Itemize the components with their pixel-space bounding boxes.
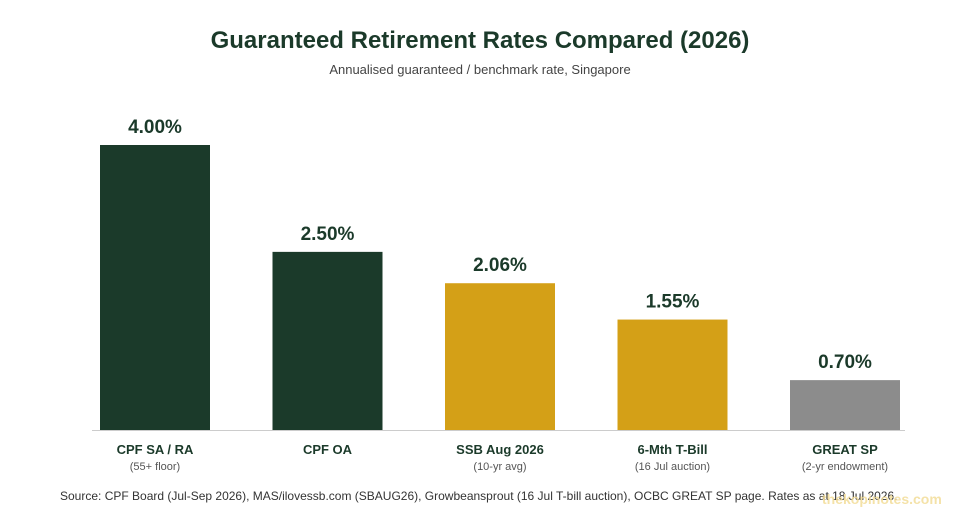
data-label: 0.70% [818, 352, 872, 373]
category-sublabel: (2-yr endowment) [802, 461, 888, 473]
category-label: CPF OA [303, 442, 353, 457]
category-sublabel: (55+ floor) [130, 461, 180, 473]
data-label: 2.50% [301, 224, 355, 245]
category-label: CPF SA / RA [117, 442, 194, 457]
bar [100, 145, 210, 430]
data-label: 1.55% [646, 292, 700, 313]
bar [790, 380, 900, 430]
source-note: Source: CPF Board (Jul-Sep 2026), MAS/il… [60, 489, 898, 503]
chart-subtitle: Annualised guaranteed / benchmark rate, … [329, 62, 631, 77]
chart-title: Guaranteed Retirement Rates Compared (20… [210, 27, 750, 54]
data-label: 4.00% [128, 117, 182, 138]
category-label: SSB Aug 2026 [456, 442, 544, 457]
category-label: GREAT SP [812, 442, 878, 457]
bar [617, 319, 728, 430]
watermark-logo: thekopinotes.com [822, 491, 942, 507]
bar [272, 251, 383, 430]
category-sublabel: (10-yr avg) [473, 461, 526, 473]
category-label: 6-Mth T-Bill [637, 442, 707, 457]
category-sublabel: (16 Jul auction) [635, 461, 710, 473]
bar [445, 283, 555, 430]
data-label: 2.06% [473, 255, 527, 276]
